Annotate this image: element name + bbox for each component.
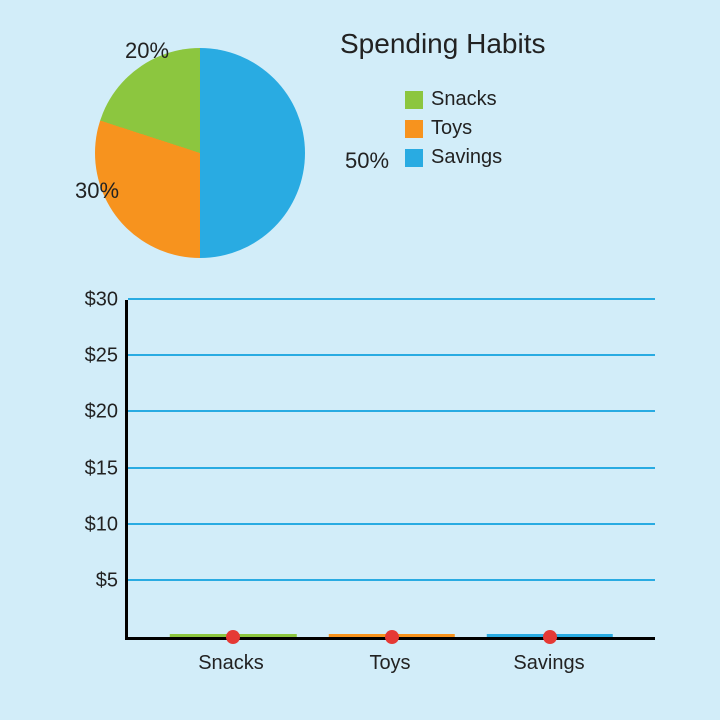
x-label-toys: Toys xyxy=(369,652,410,675)
legend: Snacks Toys Savings xyxy=(405,88,502,175)
x-label-savings: Savings xyxy=(513,652,584,675)
pie-label-toys: 30% xyxy=(75,178,119,204)
marker-snacks xyxy=(226,630,240,644)
y-tick-label: $5 xyxy=(96,569,118,592)
y-tick-label: $15 xyxy=(85,457,118,480)
legend-item-toys: Toys xyxy=(405,117,502,140)
legend-label: Snacks xyxy=(431,88,497,111)
gridline xyxy=(128,579,655,581)
legend-swatch-toys xyxy=(405,120,423,138)
gridline xyxy=(128,354,655,356)
bar-chart: $5$10$15$20$25$30 Snacks Toys Savings xyxy=(75,300,660,680)
gridline xyxy=(128,298,655,300)
marker-savings xyxy=(543,630,557,644)
y-tick-label: $20 xyxy=(85,401,118,424)
legend-swatch-savings xyxy=(405,149,423,167)
legend-swatch-snacks xyxy=(405,91,423,109)
chart-title: Spending Habits xyxy=(340,28,545,60)
y-tick-label: $30 xyxy=(85,289,118,312)
plot-area: $5$10$15$20$25$30 xyxy=(125,300,655,640)
gridline xyxy=(128,410,655,412)
y-tick-label: $10 xyxy=(85,513,118,536)
legend-label: Savings xyxy=(431,146,502,169)
legend-item-savings: Savings xyxy=(405,146,502,169)
marker-toys xyxy=(385,630,399,644)
legend-label: Toys xyxy=(431,117,472,140)
x-axis: Snacks Toys Savings xyxy=(125,646,655,680)
pie-label-snacks: 20% xyxy=(125,38,169,64)
pie-chart xyxy=(95,48,305,258)
gridline xyxy=(128,467,655,469)
x-label-snacks: Snacks xyxy=(198,652,264,675)
top-region: 20% 30% 50% Spending Habits Snacks Toys … xyxy=(40,28,680,288)
y-tick-label: $25 xyxy=(85,345,118,368)
pie-label-savings: 50% xyxy=(345,148,389,174)
gridline xyxy=(128,523,655,525)
legend-item-snacks: Snacks xyxy=(405,88,502,111)
